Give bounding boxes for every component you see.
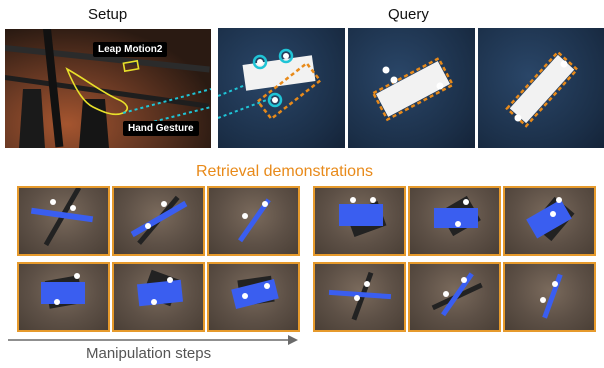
leap-motion-tag: Leap Motion2	[93, 42, 168, 57]
hand-gesture-tag: Hand Gesture	[123, 121, 199, 136]
query-panel-2	[348, 28, 475, 148]
demo-cell	[112, 186, 205, 256]
query-panel-3	[478, 28, 604, 148]
demo-cell	[207, 186, 300, 256]
query-scene-1	[218, 48, 322, 121]
query-panel-1	[218, 28, 345, 148]
setup-header: Setup	[88, 6, 128, 23]
demo-cell	[408, 186, 501, 256]
demo-cell	[503, 262, 596, 332]
query-scene-3	[505, 50, 579, 128]
query-scene-2	[371, 56, 455, 122]
setup-illustration	[5, 29, 211, 148]
demo-cell	[503, 186, 596, 256]
demo-cell	[17, 186, 110, 256]
demo-cell	[17, 262, 110, 332]
steps-label: Manipulation steps	[86, 345, 212, 362]
demo-cell	[112, 262, 205, 332]
retrieval-title: Retrieval demonstrations	[196, 163, 373, 180]
demo-cell	[313, 186, 406, 256]
demo-cell	[207, 262, 300, 332]
setup-photo: Leap Motion2 Hand Gesture	[5, 29, 211, 148]
query-header: Query	[388, 6, 429, 23]
demo-cell	[313, 262, 406, 332]
demo-cell	[408, 262, 501, 332]
